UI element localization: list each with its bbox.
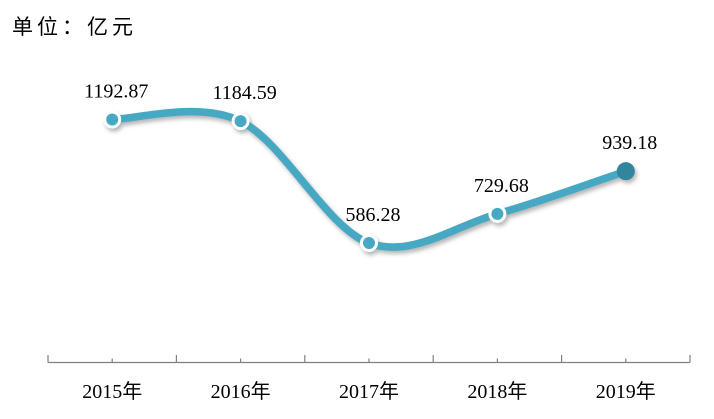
data-point-marker [103,110,122,129]
x-axis-label: 2019年 [596,380,656,403]
data-label: 1184.59 [212,82,276,104]
data-point-marker [360,234,378,253]
series-group [103,107,635,253]
x-axis-label: 2017年 [339,380,399,403]
series-line [108,107,630,251]
x-axis-label: 2016年 [211,380,271,403]
data-label: 1192.87 [84,80,148,102]
x-axis-label: 2015年 [82,380,142,403]
unit-label: 单位：亿元 [12,15,137,39]
data-point-marker [616,162,635,181]
data-label: 729.68 [474,175,529,197]
data-point-marker [488,204,507,223]
data-label: 939.18 [602,132,657,154]
data-label: 586.28 [346,204,401,226]
x-axis-label: 2018年 [467,380,527,403]
data-point-marker [231,112,250,131]
